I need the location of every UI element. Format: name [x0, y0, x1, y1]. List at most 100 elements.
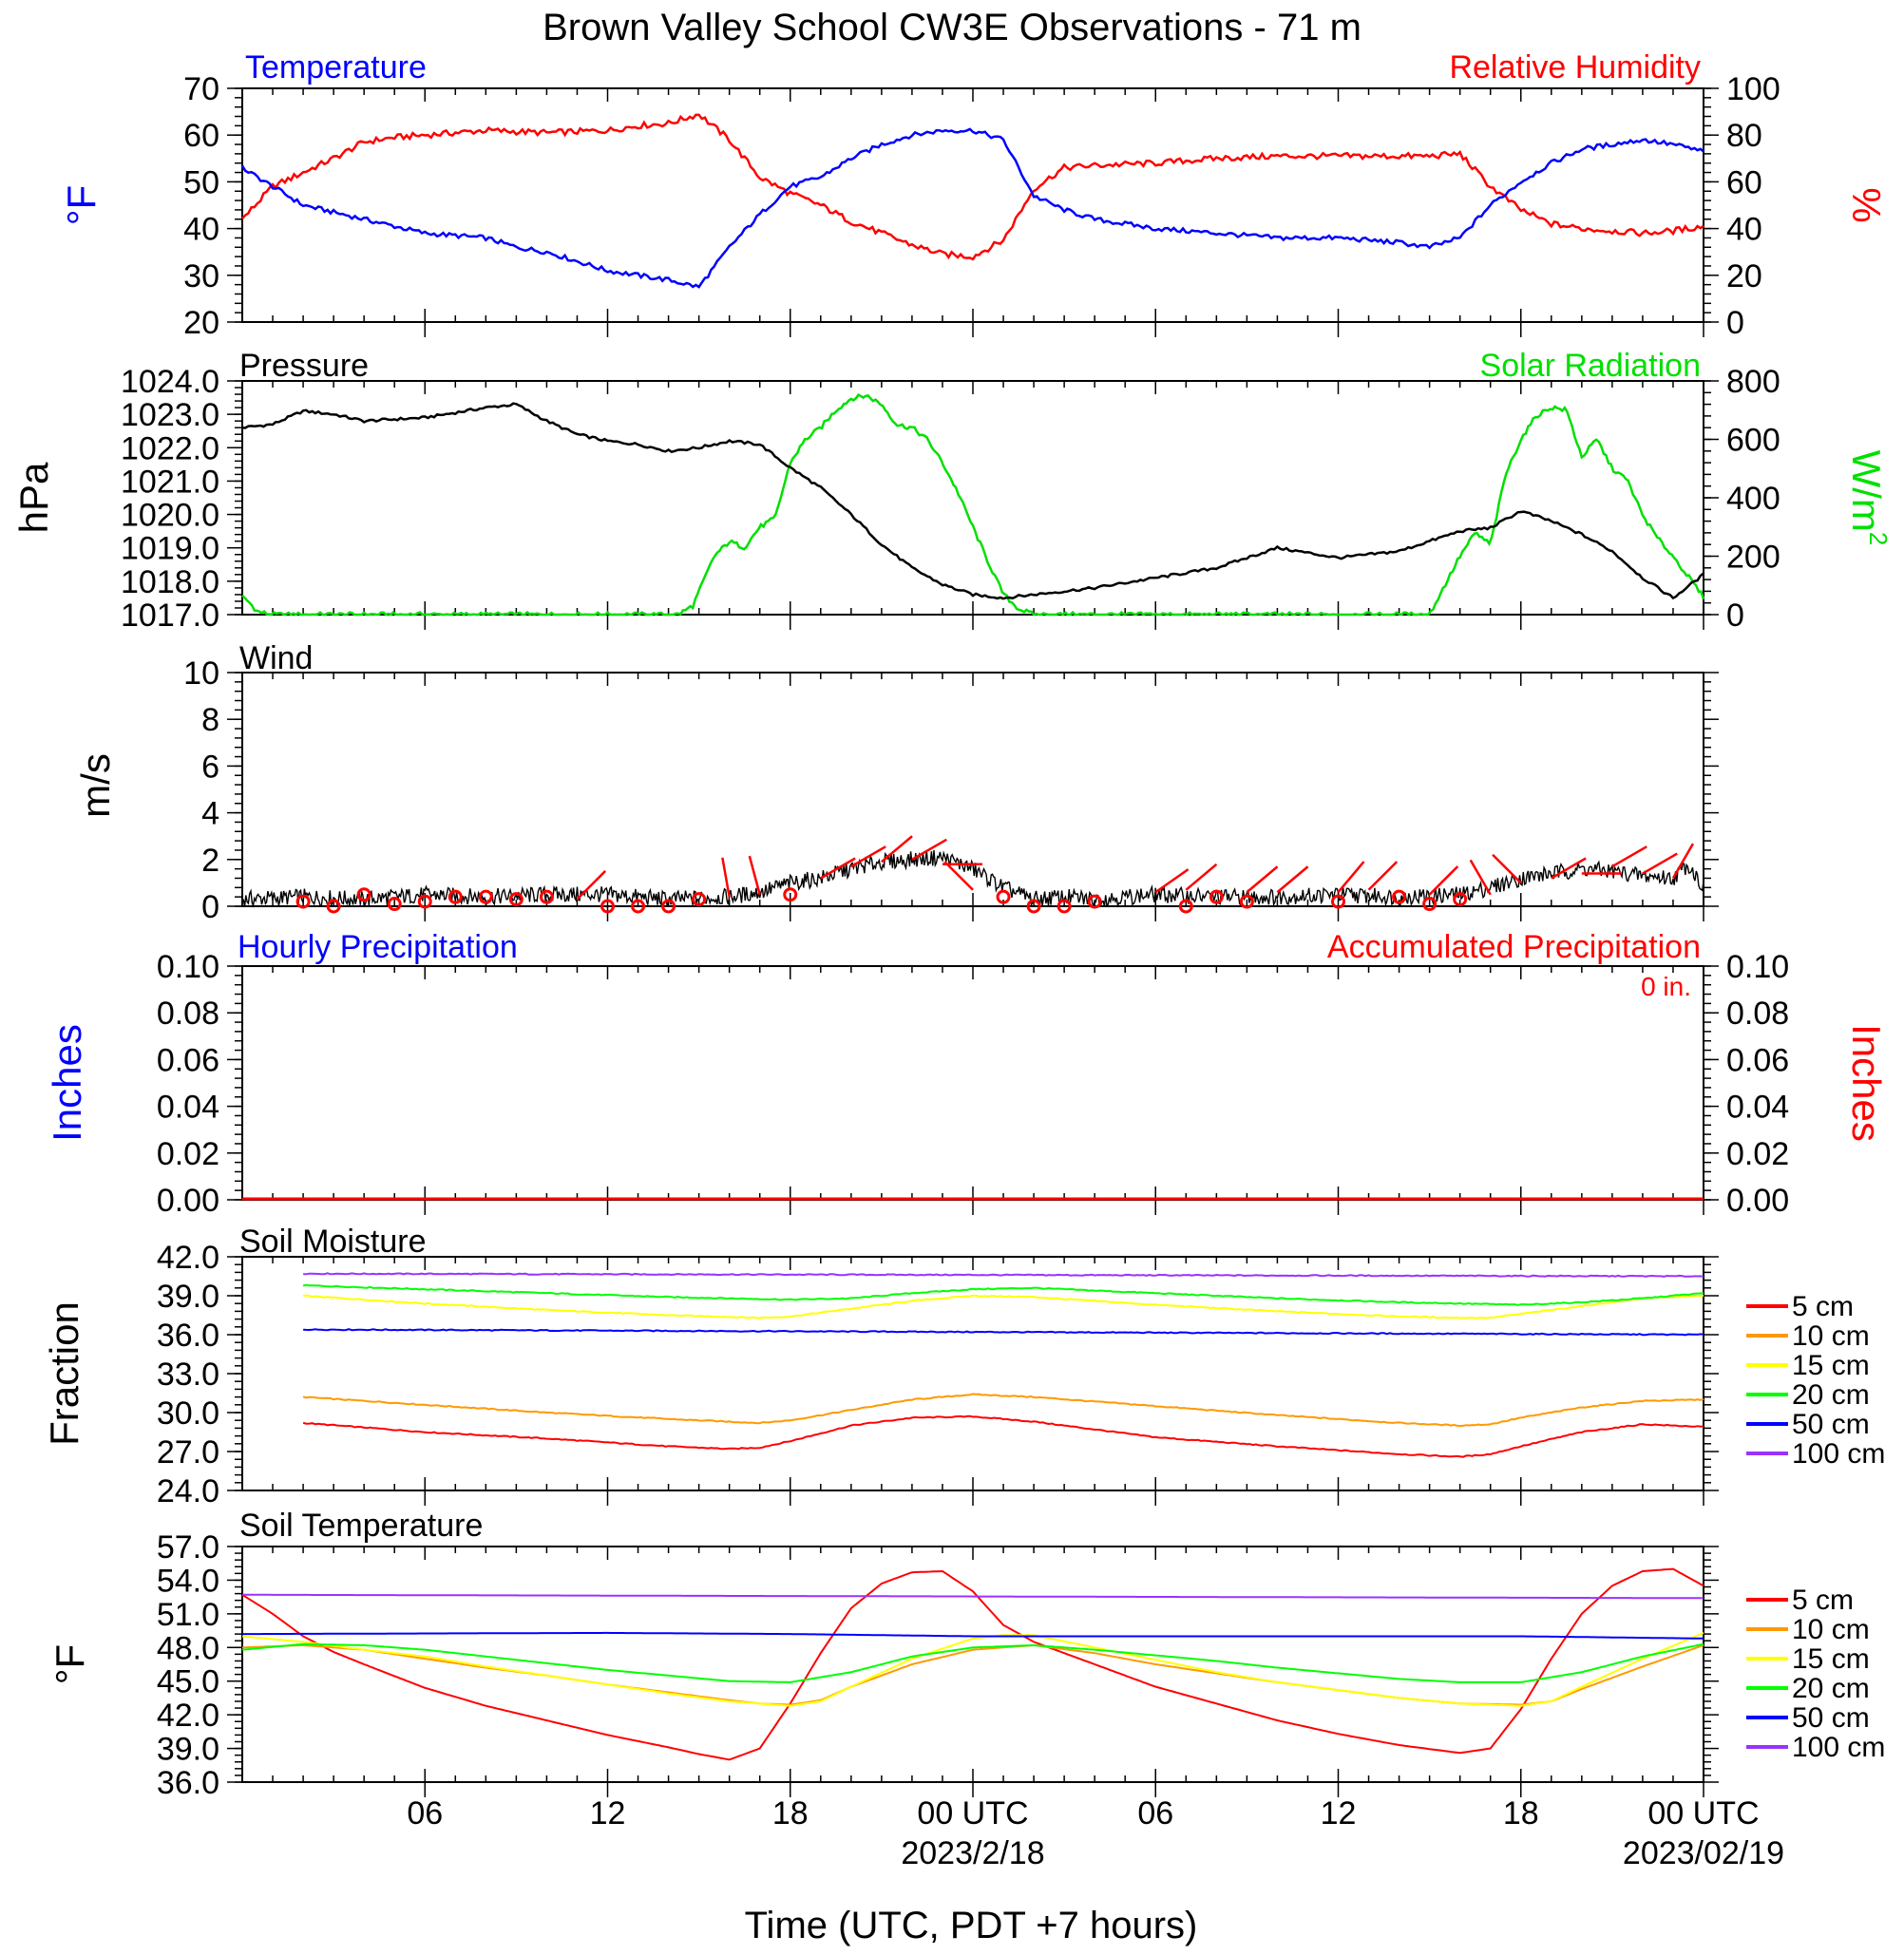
y-tick-label: 0.00 — [1726, 1183, 1789, 1219]
wind-calm-marker — [600, 899, 615, 914]
panel-title-hourly-precip: Hourly Precipitation — [238, 929, 518, 965]
wind-barb — [1367, 861, 1399, 891]
series-soil-temperature-5cm — [241, 1567, 1704, 1761]
wind-barb — [1492, 853, 1522, 884]
wind-calm-marker — [447, 889, 463, 904]
y-tick-label: 0 — [1726, 305, 1744, 341]
y-tick-label: 20 — [1726, 258, 1762, 294]
y-tick-label: 24.0 — [157, 1473, 219, 1509]
series-soil-temperature-20cm — [241, 1642, 1704, 1683]
x-tick-label: 00 UTC — [917, 1795, 1028, 1832]
wind-calm-marker — [1057, 899, 1072, 914]
wind-barb — [1611, 845, 1647, 868]
y-tick-label: 39.0 — [157, 1279, 219, 1315]
x-tick-label: 00 UTC — [1647, 1795, 1759, 1832]
wind-barb — [748, 855, 761, 896]
series-soil-moisture-20cm — [302, 1283, 1704, 1306]
figure-title: Brown Valley School CW3E Observations - … — [543, 7, 1361, 48]
wind-calm-marker — [661, 899, 676, 914]
y-tick-label: 30.0 — [157, 1395, 219, 1432]
panel-frame-0 — [241, 87, 1704, 323]
wind-calm-marker — [295, 894, 311, 909]
y-label-soil-temperature: °F — [48, 1644, 92, 1684]
y-tick-label: 54.0 — [157, 1563, 219, 1599]
y-label-pressure: hPa — [11, 462, 56, 533]
y-tick-label: 42.0 — [157, 1698, 219, 1734]
y-tick-label: 0.10 — [1726, 949, 1789, 985]
x-date-label: 2023/2/18 — [901, 1835, 1044, 1871]
series-soil-temperature-15cm — [241, 1631, 1704, 1707]
y-tick-label: 0.04 — [1726, 1090, 1789, 1126]
series-soil-moisture-50cm — [303, 1328, 1704, 1337]
series-solar-radiation — [241, 392, 1705, 617]
wind-calm-marker — [692, 892, 707, 907]
wind-barb — [576, 870, 607, 901]
wind-calm-marker — [508, 892, 524, 907]
series-soil-moisture-100cm — [303, 1272, 1704, 1278]
y-tick-label: 36.0 — [157, 1318, 219, 1354]
legend-label: 5 cm — [1792, 1585, 1854, 1616]
legend-label: 15 cm — [1792, 1350, 1870, 1381]
panel-title-accum-precip: Accumulated Precipitation — [1327, 929, 1701, 965]
series-soil-moisture-10cm — [302, 1393, 1704, 1428]
y-tick-label: 57.0 — [157, 1529, 219, 1566]
legend-label: 5 cm — [1792, 1291, 1854, 1322]
y-tick-label: 39.0 — [157, 1732, 219, 1768]
y-tick-label: 33.0 — [157, 1357, 219, 1393]
wind-barb — [1642, 852, 1678, 875]
panel-frame-1 — [241, 380, 1704, 616]
y-tick-label: 60 — [183, 118, 219, 154]
legend-label: 10 cm — [1792, 1320, 1870, 1352]
y-tick-label: 0.00 — [157, 1183, 219, 1219]
y-label-wind: m/s — [73, 753, 118, 818]
legend-label: 20 cm — [1792, 1673, 1870, 1704]
wind-barb — [1154, 868, 1190, 894]
wind-calm-marker — [1392, 889, 1407, 904]
y-tick-label: 0.06 — [1726, 1042, 1789, 1078]
y-label-accum-precip: Inches — [1844, 1024, 1889, 1142]
wind-calm-marker — [1453, 892, 1468, 907]
y-tick-label: 6 — [201, 749, 219, 785]
y-tick-label: 1018.0 — [121, 564, 219, 600]
series-temperature — [240, 127, 1704, 289]
wind-barb — [850, 845, 886, 868]
y-tick-label: 1024.0 — [121, 364, 219, 400]
wind-barb — [1428, 865, 1459, 896]
y-tick-label: 0 — [201, 889, 219, 925]
y-tick-label: 10 — [183, 655, 219, 692]
legend-label: 50 cm — [1792, 1702, 1870, 1734]
wind-calm-marker — [1026, 899, 1041, 914]
wind-calm-marker — [1087, 894, 1102, 909]
wind-calm-marker — [478, 889, 493, 904]
wind-calm-marker — [1178, 899, 1193, 914]
y-tick-label: 80 — [1726, 118, 1762, 154]
y-tick-label: 0.02 — [1726, 1136, 1789, 1172]
y-tick-label: 27.0 — [157, 1434, 219, 1471]
wind-calm-marker — [631, 899, 646, 914]
y-tick-label: 100 — [1726, 71, 1780, 107]
x-tick-label: 06 — [407, 1795, 443, 1832]
series-soil-moisture-5cm — [302, 1414, 1704, 1458]
y-tick-label: 1021.0 — [121, 464, 219, 500]
panel-frame-2 — [241, 672, 1704, 907]
y-tick-label: 2 — [201, 843, 219, 879]
x-tick-label: 12 — [1321, 1795, 1357, 1832]
wind-calm-marker — [356, 887, 371, 902]
y-tick-label: 1019.0 — [121, 531, 219, 567]
y-label-solar: W/m2 — [1844, 450, 1893, 546]
y-tick-label: 40 — [183, 212, 219, 248]
y-tick-label: 0.10 — [157, 949, 219, 985]
y-tick-label: 51.0 — [157, 1597, 219, 1633]
panel-title-soil-temperature: Soil Temperature — [239, 1508, 483, 1544]
y-tick-label: 42.0 — [157, 1240, 219, 1276]
y-tick-label: 40 — [1726, 212, 1762, 248]
y-tick-label: 400 — [1726, 481, 1780, 517]
y-label-hourly-precip: Inches — [45, 1024, 89, 1142]
y-tick-label: 1017.0 — [121, 598, 219, 634]
wind-barb — [1469, 859, 1492, 896]
wind-calm-marker — [1239, 894, 1254, 909]
wind-calm-marker — [326, 899, 341, 914]
wind-barb — [1551, 857, 1587, 880]
